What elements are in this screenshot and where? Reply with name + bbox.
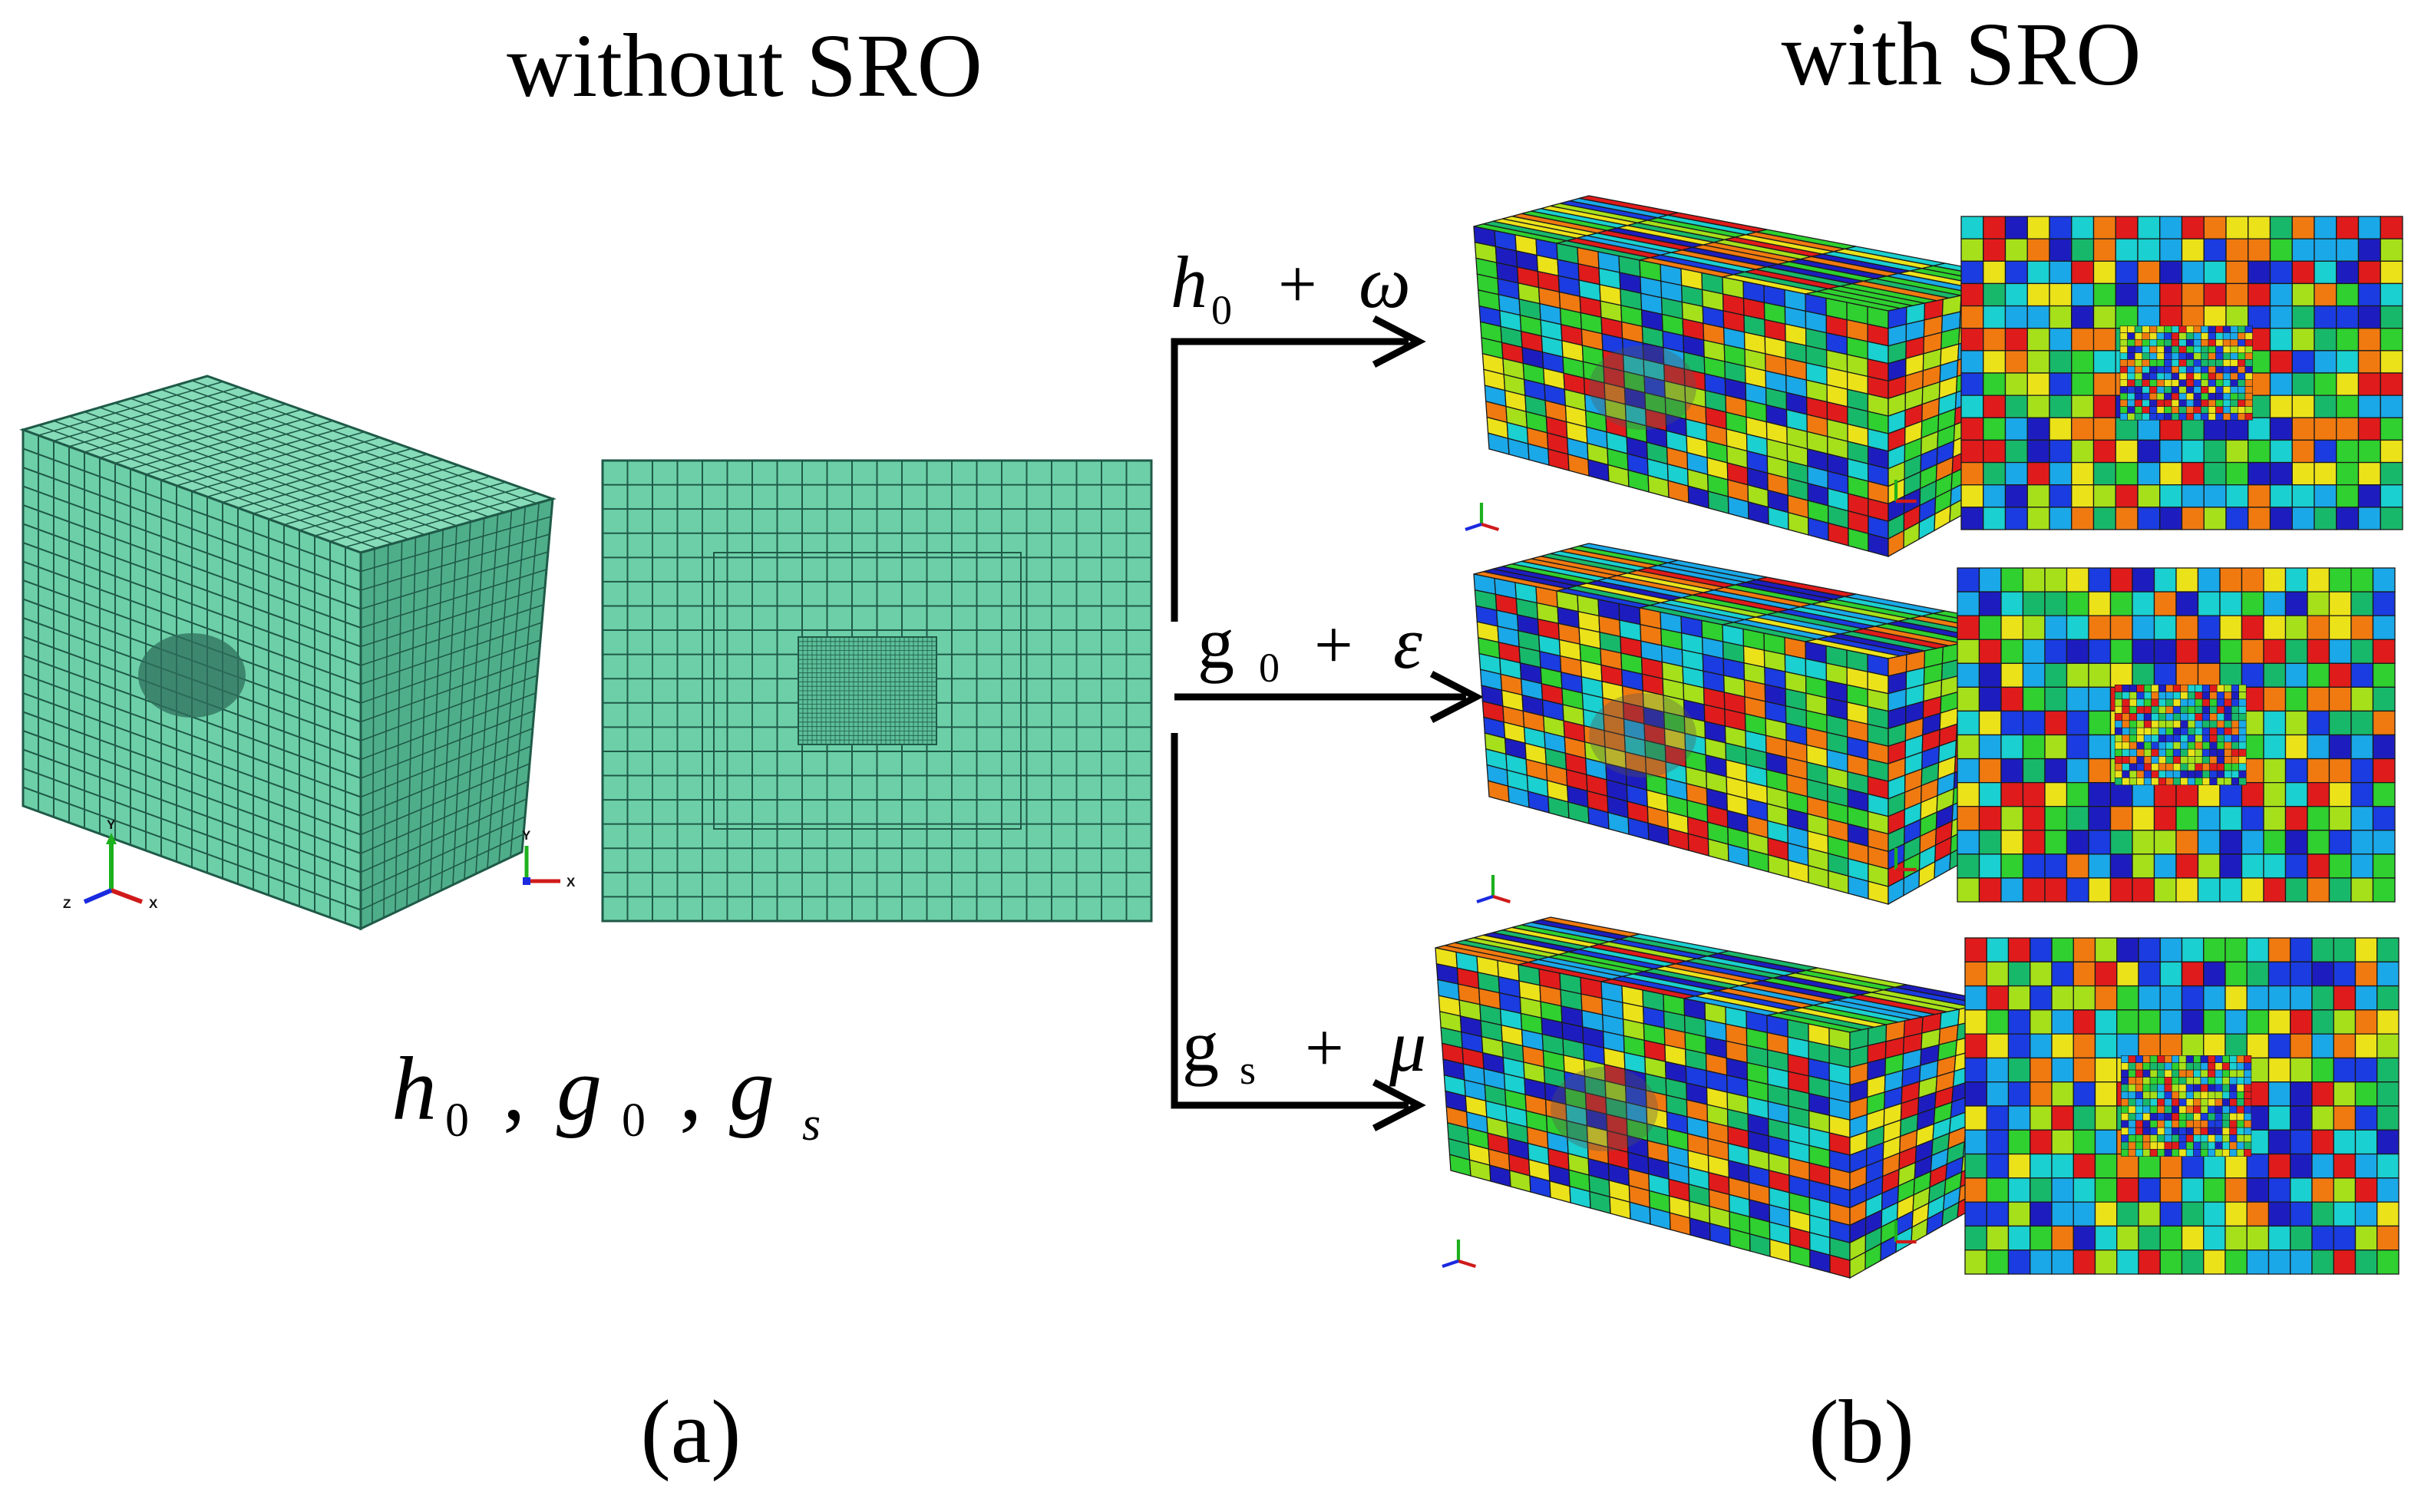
sro-mesh-2d-omega xyxy=(1960,216,2403,530)
axis-triad-2d-row3 xyxy=(1894,1220,1917,1244)
sro-mesh-2d-mu xyxy=(1964,937,2400,1275)
arrow-label-subscript: 0 xyxy=(1211,287,1232,333)
arrow-label-term: μ xyxy=(1389,1005,1426,1087)
axis-triad-3d-row3 xyxy=(1442,1240,1477,1269)
arrow-bottom xyxy=(1171,733,1409,1109)
param-gs-subscript: s xyxy=(802,1098,821,1151)
axis-y-label: Y xyxy=(107,817,116,832)
axis-x-label: X xyxy=(566,875,576,890)
arrow-label-middle: g 0 + ε xyxy=(1197,602,1422,691)
arrow-middle-head xyxy=(1429,671,1484,723)
param-h: h xyxy=(391,1038,437,1139)
axis-triad-3d-row1 xyxy=(1465,503,1500,532)
panel-label-a: (a) xyxy=(641,1382,741,1482)
param-separator-1: , xyxy=(503,1038,526,1139)
uniform-mesh-2d-section xyxy=(601,459,1153,923)
axis-triad-2d-left: Y X xyxy=(522,828,576,890)
axis-x-label: X xyxy=(149,896,158,911)
arrow-label-base: h xyxy=(1171,241,1207,323)
arrow-label-term: ω xyxy=(1359,241,1411,323)
sro-mesh-2d-epsilon xyxy=(1957,567,2396,903)
arrow-label-term: ε xyxy=(1393,602,1422,684)
axis-triads-right xyxy=(1442,480,1917,1269)
uniform-mesh-3d-block xyxy=(19,375,557,931)
panel-label-b: (b) xyxy=(1808,1382,1914,1482)
arrow-bottom-head xyxy=(1372,1079,1426,1131)
arrow-label-bottom: g s + μ xyxy=(1182,1005,1426,1093)
sro-mesh-panels xyxy=(1435,195,2403,1279)
param-g0: g xyxy=(557,1038,602,1139)
arrow-label-base: g xyxy=(1182,1005,1219,1087)
axis-y-label: Y xyxy=(522,828,531,843)
arrow-label-plus: + xyxy=(1305,1010,1344,1086)
axis-triad-2d-row2 xyxy=(1894,848,1917,872)
arrow-top xyxy=(1171,338,1409,622)
uniform-mesh-2d-grid xyxy=(603,461,1151,921)
arrow-label-top: h 0 + ω xyxy=(1171,241,1411,333)
sro-mesh-3d-mu xyxy=(1435,916,1997,1279)
arrow-label-subscript: s xyxy=(1240,1047,1256,1093)
param-h-subscript: 0 xyxy=(445,1094,469,1147)
arrow-top-head xyxy=(1372,315,1426,368)
axis-triad-2d-row1 xyxy=(1894,480,1917,503)
axis-z-label: Z xyxy=(63,896,71,911)
branch-arrows xyxy=(1171,315,1484,1131)
param-g0-subscript: 0 xyxy=(622,1094,646,1147)
sro-mesh-3d-epsilon xyxy=(1473,543,2035,906)
param-separator-2: , xyxy=(679,1038,702,1139)
arrow-label-base: g xyxy=(1197,602,1234,684)
sro-mesh-3d-omega xyxy=(1473,195,2035,558)
parameters-label: h 0 , g 0 , g s xyxy=(391,1038,821,1151)
arrow-label-subscript: 0 xyxy=(1259,645,1280,691)
axis-triad-3d-left: Y X Z xyxy=(63,817,158,911)
param-gs: g xyxy=(729,1038,775,1139)
heading-without-sro: without SRO xyxy=(507,15,983,116)
arrow-label-plus: + xyxy=(1314,607,1353,683)
arrow-label-plus: + xyxy=(1278,246,1317,322)
axis-triad-3d-row2 xyxy=(1476,875,1511,904)
uniform-mesh-3d-grid xyxy=(22,380,552,923)
heading-with-sro: with SRO xyxy=(1782,4,2142,104)
